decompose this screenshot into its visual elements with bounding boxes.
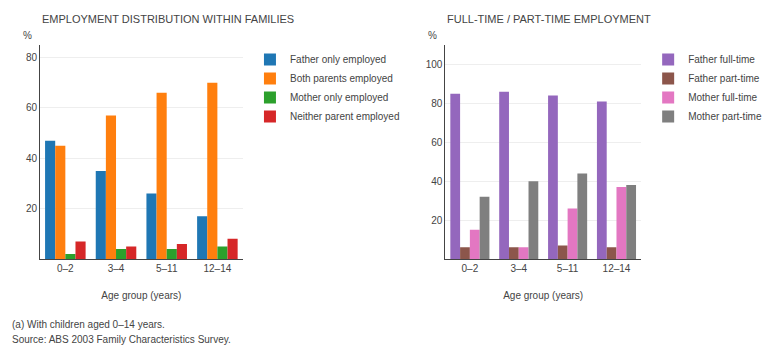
svg-text:80: 80 xyxy=(26,52,38,63)
svg-text:40: 40 xyxy=(431,176,443,187)
svg-text:%: % xyxy=(428,30,437,41)
svg-text:0–2: 0–2 xyxy=(462,263,479,274)
svg-text:Mother part-time: Mother part-time xyxy=(688,111,762,122)
svg-text:40: 40 xyxy=(26,153,38,164)
svg-text:12–14: 12–14 xyxy=(203,263,231,274)
svg-text:12–14: 12–14 xyxy=(603,263,631,274)
svg-text:60: 60 xyxy=(431,137,443,148)
svg-text:EMPLOYMENT DISTRIBUTION WITHIN: EMPLOYMENT DISTRIBUTION WITHIN FAMILIES xyxy=(42,13,294,25)
svg-text:FULL-TIME / PART-TIME EMPLOYME: FULL-TIME / PART-TIME EMPLOYMENT xyxy=(447,13,651,25)
svg-text:Age group (years): Age group (years) xyxy=(101,290,181,301)
svg-text:Father part-time: Father part-time xyxy=(688,73,760,84)
svg-text:3–4: 3–4 xyxy=(108,263,125,274)
svg-text:Mother only employed: Mother only employed xyxy=(290,92,388,103)
svg-text:20: 20 xyxy=(431,215,443,226)
svg-text:Father only employed: Father only employed xyxy=(290,54,386,65)
svg-text:Neither parent employed: Neither parent employed xyxy=(290,111,400,122)
svg-text:0–2: 0–2 xyxy=(57,263,74,274)
svg-text:80: 80 xyxy=(431,98,443,109)
svg-text:3–4: 3–4 xyxy=(510,263,527,274)
svg-text:Father full-time: Father full-time xyxy=(688,54,755,65)
svg-text:Both parents employed: Both parents employed xyxy=(290,73,393,84)
svg-text:Mother full-time: Mother full-time xyxy=(688,92,757,103)
svg-text:Age group (years): Age group (years) xyxy=(503,290,583,301)
svg-text:100: 100 xyxy=(426,59,443,70)
svg-text:%: % xyxy=(23,30,32,41)
svg-text:(a) With children aged 0–14 ye: (a) With children aged 0–14 years. xyxy=(12,319,165,330)
svg-text:20: 20 xyxy=(26,203,38,214)
svg-text:5–11: 5–11 xyxy=(156,263,178,274)
svg-text:5–11: 5–11 xyxy=(557,263,579,274)
svg-text:60: 60 xyxy=(26,102,38,113)
svg-text:Source: ABS 2003 Family Charac: Source: ABS 2003 Family Characteristics … xyxy=(12,334,231,345)
